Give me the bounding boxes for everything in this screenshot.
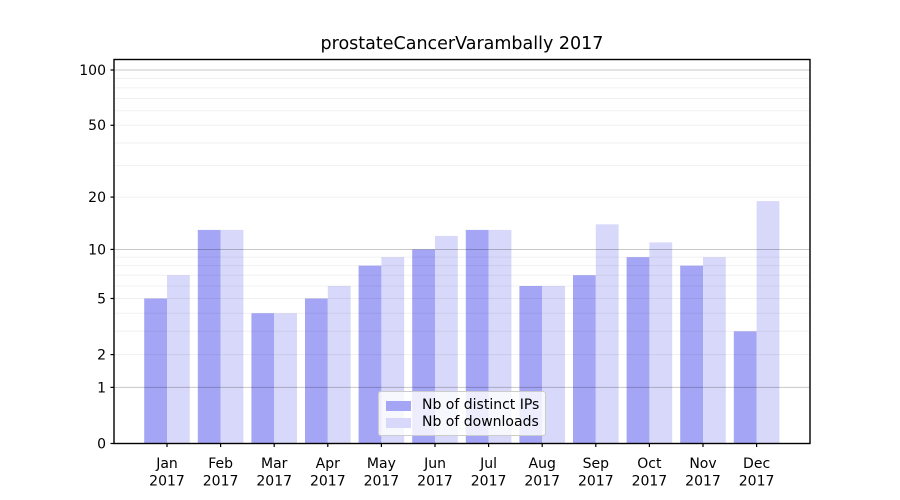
bar-downloads-jan (167, 275, 190, 444)
bar-ips-nov (680, 265, 703, 444)
chart-title: prostateCancerVarambally 2017 (320, 34, 604, 54)
bar-downloads-aug (542, 286, 565, 444)
axes-spines (113, 58, 811, 445)
y-tick-label: 2 (97, 347, 106, 363)
x-tick-label-month: Jul (479, 456, 497, 472)
x-tick-label-month: Nov (689, 456, 716, 472)
x-tick-label-month: Jan (155, 456, 178, 472)
y-tick-label: 10 (88, 242, 106, 258)
bar-ips-sep (573, 275, 596, 444)
x-tick-label-year: 2017 (310, 474, 346, 490)
x-tick-label-year: 2017 (524, 474, 560, 490)
legend-entry-downloads: Nb of downloads (386, 414, 539, 431)
bar-ips-oct (626, 257, 650, 444)
bar-ips-feb (197, 229, 221, 444)
y-tick-label: 0 (97, 436, 106, 452)
bar-downloads-mar (274, 313, 297, 444)
x-tick-label-year: 2017 (471, 474, 507, 490)
bar-ips-mar (251, 313, 275, 444)
x-tick-label-year: 2017 (203, 474, 239, 490)
x-tick-label-year: 2017 (632, 474, 668, 490)
legend: Nb of distinct IPs Nb of downloads (378, 391, 546, 436)
x-tick-label-month: Aug (529, 456, 556, 472)
x-tick-label-month: Feb (208, 456, 233, 472)
x-tick-label-year: 2017 (149, 474, 185, 490)
x-tick-label-month: Dec (743, 456, 770, 472)
x-tick-label-month: Oct (637, 456, 662, 472)
legend-label-downloads: Nb of downloads (422, 414, 539, 430)
legend-entry-distinct-ips: Nb of distinct IPs (386, 397, 540, 414)
legend-swatch-downloads (386, 417, 411, 428)
bar-downloads-apr (327, 286, 351, 444)
bar-downloads-feb (220, 229, 244, 444)
bar-downloads-jul (488, 229, 512, 444)
x-tick-label-year: 2017 (578, 474, 614, 490)
x-tick-label-month: Apr (316, 456, 340, 472)
bar-downloads-dec (756, 201, 780, 444)
x-tick-label-month: May (367, 456, 396, 472)
bar-ips-apr (305, 298, 328, 444)
bar-downloads-nov (703, 257, 726, 444)
bar-downloads-oct (649, 242, 673, 444)
x-tick-label-month: Mar (261, 456, 288, 472)
x-tick-label-year: 2017 (364, 474, 400, 490)
x-tick-label-month: Sep (583, 456, 610, 472)
y-tick-label: 20 (88, 190, 106, 206)
bar-downloads-sep (595, 224, 619, 444)
bar-ips-jul (465, 229, 489, 444)
y-tick-label: 50 (88, 118, 106, 134)
bar-ips-jan (144, 298, 167, 444)
x-tick-label-year: 2017 (256, 474, 292, 490)
legend-label-distinct-ips: Nb of distinct IPs (422, 397, 540, 413)
legend-swatch-distinct-ips (386, 400, 411, 411)
x-tick-label-year: 2017 (417, 474, 453, 490)
bar-ips-dec (733, 331, 757, 444)
x-tick-label-month: Jun (423, 456, 446, 472)
y-tick-label: 1 (97, 380, 106, 396)
x-tick-label-year: 2017 (685, 474, 721, 490)
x-tick-label-year: 2017 (739, 474, 775, 490)
bar-ips-may (358, 265, 382, 444)
y-tick-label: 5 (97, 291, 106, 307)
y-tick-label: 100 (79, 63, 106, 79)
